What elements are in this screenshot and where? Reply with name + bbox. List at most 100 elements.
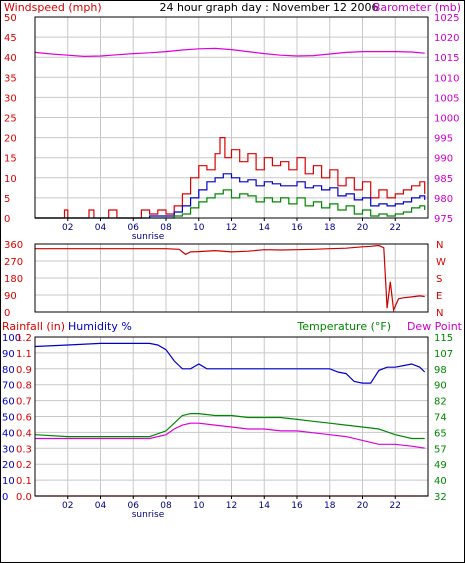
- windspeed-tick-label: 10: [4, 174, 17, 185]
- temperature-tick-label: 115: [434, 333, 453, 344]
- barometer-tick-label: 975: [434, 214, 453, 225]
- temperature-tick-label: 65: [434, 428, 447, 439]
- temperature-tick-label: 82: [434, 397, 447, 408]
- temperature-series: [34, 413, 425, 440]
- rainfall-tick-label: 0.9: [16, 365, 32, 376]
- x-tick-label: 10: [193, 501, 205, 511]
- x-tick-label: 12: [226, 501, 237, 511]
- rainfall-tick-label: 0.4: [16, 428, 32, 439]
- x-tick-label: 20: [357, 501, 369, 511]
- barometer-series: [34, 47, 425, 58]
- barometer-tick-label: 1005: [434, 93, 459, 104]
- dewpoint-axis-label: Dew Point: [407, 320, 463, 333]
- humidity-tick-label: 50: [2, 413, 15, 424]
- x-tick-label: 18: [324, 223, 336, 233]
- temperature-axis-label: Temperature (°F): [296, 320, 391, 333]
- x-tick-label: 22: [390, 501, 401, 511]
- humidity-tick-label: 60: [2, 397, 15, 408]
- x-tick-label: 08: [160, 223, 172, 233]
- x-tick-label: 16: [291, 223, 303, 233]
- direction-tick-label: 180: [4, 274, 23, 285]
- barometer-tick-label: 985: [434, 174, 453, 185]
- x-tick-label: 20: [357, 223, 369, 233]
- wind_low-series: [35, 189, 426, 219]
- x-tick-label: 18: [324, 501, 336, 511]
- temperature-tick-label: 32: [434, 492, 447, 503]
- windspeed-tick-label: 30: [4, 93, 17, 104]
- windspeed-tick-label: 35: [4, 73, 17, 84]
- direction-tick-label: 0: [4, 308, 10, 319]
- x-tick-label: 04: [95, 223, 107, 233]
- humidity-tick-label: 40: [2, 428, 15, 439]
- rainfall-axis-label: Rainfall (in): [2, 320, 65, 333]
- rainfall-tick-label: 1.1: [16, 349, 32, 360]
- rainfall-tick-label: 0.2: [16, 460, 32, 471]
- barometer-tick-label: 1010: [434, 73, 459, 84]
- temperature-tick-label: 49: [434, 460, 447, 471]
- humidity-tick-label: 30: [2, 444, 15, 455]
- barometer-tick-label: 1020: [434, 33, 459, 44]
- humidity-tick-label: 0: [2, 492, 8, 503]
- humidity-tick-label: 90: [2, 349, 15, 360]
- barometer-tick-label: 1015: [434, 53, 459, 64]
- windspeed-tick-label: 40: [4, 53, 17, 64]
- x-tick-label: 02: [62, 501, 73, 511]
- humidity-series: [34, 342, 426, 384]
- compass-tick-label: N: [436, 240, 443, 251]
- x-tick-label: 14: [259, 501, 271, 511]
- x-tick-label: 10: [193, 223, 205, 233]
- temperature-tick-label: 90: [434, 381, 447, 392]
- x-tick-label: 22: [390, 223, 401, 233]
- compass-tick-label: N: [436, 308, 443, 319]
- barometer-tick-label: 980: [434, 194, 453, 205]
- x-tick-label: 12: [226, 223, 237, 233]
- wind-direction-series: [35, 244, 425, 313]
- rainfall-tick-label: 0.3: [16, 444, 32, 455]
- windspeed-tick-label: 20: [4, 134, 17, 145]
- humidity-tick-label: 80: [2, 365, 15, 376]
- x-tick-label: 06: [128, 501, 140, 511]
- barometer-tick-label: 1000: [434, 114, 459, 125]
- rainfall-tick-label: 1.2: [16, 333, 32, 344]
- compass-tick-label: E: [436, 291, 442, 302]
- x-tick-label: 08: [160, 501, 172, 511]
- windspeed-tick-label: 25: [4, 114, 17, 125]
- chart-title: 24 hour graph day : November 12 2006: [159, 1, 378, 14]
- windspeed-tick-label: 50: [4, 13, 17, 24]
- wind_avg-series: [35, 173, 426, 219]
- temperature-tick-label: 74: [434, 413, 447, 424]
- windspeed-tick-label: 5: [4, 194, 10, 205]
- humidity-tick-label: 70: [2, 381, 15, 392]
- temperature-tick-label: 40: [434, 476, 447, 487]
- humidity-axis-label: Humidity %: [68, 320, 132, 333]
- sunrise-label: sunrise: [132, 232, 165, 242]
- rainfall-tick-label: 0.6: [16, 413, 32, 424]
- barometer-tick-label: 1025: [434, 13, 459, 24]
- dewpoint-series: [35, 422, 425, 449]
- windspeed-tick-label: 45: [4, 33, 17, 44]
- direction-tick-label: 90: [4, 291, 17, 302]
- barometer-axis-label: Barometer (mb): [373, 1, 461, 14]
- compass-tick-label: S: [436, 274, 442, 285]
- x-tick-label: 14: [259, 223, 271, 233]
- rainfall-tick-label: 0.1: [16, 476, 32, 487]
- x-tick-label: 06: [128, 223, 140, 233]
- direction-tick-label: 270: [4, 257, 23, 268]
- humidity-tick-label: 20: [2, 460, 15, 471]
- humidity-tick-label: 10: [2, 476, 15, 487]
- compass-tick-label: W: [436, 257, 446, 268]
- x-tick-label: 02: [62, 223, 73, 233]
- rainfall-tick-label: 0.0: [16, 492, 32, 503]
- humidity-tick-label: 100: [2, 333, 21, 344]
- rainfall-tick-label: 0.8: [16, 381, 32, 392]
- wind-barometer-panel: 0510152025303540455097598098599099510001…: [4, 13, 459, 242]
- temperature-tick-label: 107: [434, 349, 453, 360]
- barometer-tick-label: 990: [434, 154, 453, 165]
- temperature-tick-label: 57: [434, 444, 447, 455]
- direction-tick-label: 360: [4, 240, 23, 251]
- windspeed-tick-label: 15: [4, 154, 17, 165]
- temperature-tick-label: 98: [434, 365, 447, 376]
